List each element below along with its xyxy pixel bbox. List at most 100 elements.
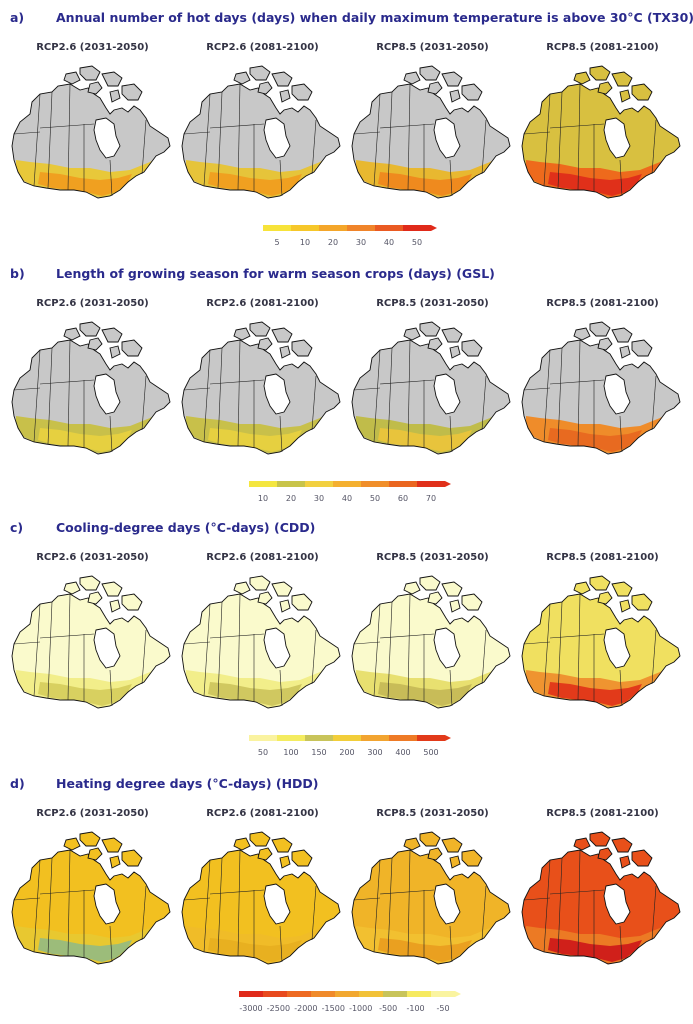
- legend-tick-label: 40: [383, 238, 395, 247]
- coastline: [11, 593, 171, 709]
- arctic-island: [279, 855, 291, 869]
- province-border: [109, 415, 113, 453]
- province-border: [619, 925, 623, 963]
- canada-map: [181, 575, 341, 709]
- province-border: [557, 601, 563, 699]
- province-border: [39, 123, 95, 129]
- legend-swatch: [249, 735, 277, 741]
- province-border: [353, 131, 381, 135]
- core-band: [208, 938, 302, 962]
- province-border: [217, 91, 223, 189]
- coastline: [11, 849, 171, 965]
- province-border: [13, 131, 41, 135]
- arctic-island: [63, 581, 81, 595]
- legend-tick-label: -2000: [294, 1004, 318, 1013]
- coastline: [181, 849, 341, 965]
- arctic-island: [87, 337, 103, 351]
- arctic-island: [233, 71, 251, 85]
- province-border: [449, 415, 453, 453]
- arctic-island: [79, 321, 101, 337]
- arctic-island: [271, 71, 293, 87]
- province-border: [523, 897, 551, 901]
- province-border: [141, 119, 147, 175]
- hudson-bay: [263, 373, 291, 415]
- map-scenario-label: RCP8.5 (2031-2050): [376, 42, 489, 53]
- province-border: [577, 83, 581, 191]
- legend-swatch: [375, 225, 403, 231]
- arctic-island: [619, 599, 631, 613]
- legend-swatch: [389, 735, 417, 741]
- province-border: [209, 123, 265, 129]
- legend-tick-label: 200: [339, 748, 355, 757]
- arctic-island: [271, 581, 293, 597]
- core-band: [548, 172, 642, 196]
- coastline: [521, 593, 681, 709]
- map-scenario-label: RCP8.5 (2081-2100): [546, 552, 659, 563]
- province-border: [549, 379, 605, 385]
- map-scenario-label: RCP8.5 (2081-2100): [546, 808, 659, 819]
- legend-tick-label: 150: [311, 748, 327, 757]
- province-border: [449, 159, 453, 197]
- legend-colorbar: 5 10 20 30 40 50: [263, 224, 441, 252]
- hudson-bay: [433, 883, 461, 925]
- canada-map: [11, 575, 171, 709]
- arctic-island: [291, 339, 313, 357]
- province-border: [373, 93, 381, 187]
- map-scenario-label: RCP2.6 (2031-2050): [36, 298, 149, 309]
- legend-swatch: [305, 481, 333, 487]
- province-border: [373, 859, 381, 953]
- province-border: [33, 349, 41, 443]
- province-border: [183, 641, 211, 645]
- province-border: [203, 93, 211, 187]
- province-border: [279, 159, 283, 197]
- province-border: [449, 669, 453, 707]
- arctic-island: [461, 339, 483, 357]
- arctic-island: [403, 581, 421, 595]
- arctic-island: [87, 81, 103, 95]
- legend-tick-label: 500: [423, 748, 439, 757]
- province-border: [279, 415, 283, 453]
- map-scenario-label: RCP2.6 (2081-2100): [206, 552, 319, 563]
- arctic-island: [441, 837, 463, 853]
- province-border: [203, 603, 211, 697]
- legend-swatch: [383, 991, 407, 997]
- legend-swatch: [287, 991, 311, 997]
- map-scenario-label: RCP2.6 (2031-2050): [36, 808, 149, 819]
- legend-swatch: [335, 991, 359, 997]
- arctic-island: [573, 837, 591, 851]
- arctic-island: [597, 81, 613, 95]
- legend-tick-label: 50: [257, 748, 269, 757]
- province-border: [353, 641, 381, 645]
- arctic-island: [109, 89, 121, 103]
- coastline: [351, 593, 511, 709]
- map-scenario-label: RCP2.6 (2081-2100): [206, 808, 319, 819]
- arctic-island: [611, 837, 633, 853]
- arctic-island: [101, 837, 123, 853]
- legend-swatch: [359, 991, 383, 997]
- arctic-island: [427, 591, 443, 605]
- hudson-bay: [433, 627, 461, 669]
- province-border: [39, 379, 95, 385]
- legend-tick-label: 20: [285, 494, 297, 503]
- hudson-bay: [93, 883, 121, 925]
- section-letter: c): [10, 520, 24, 535]
- arctic-island: [589, 831, 611, 847]
- core-band: [378, 172, 472, 196]
- arctic-island: [87, 591, 103, 605]
- province-border: [549, 633, 605, 639]
- arctic-island: [597, 847, 613, 861]
- legend-tick-label: -2500: [266, 1004, 291, 1013]
- coastline: [521, 339, 681, 455]
- arctic-island: [611, 71, 633, 87]
- legend-swatch: [305, 735, 333, 741]
- province-border: [407, 849, 411, 957]
- legend-tick-label: -1000: [349, 1004, 373, 1013]
- province-border: [549, 123, 605, 129]
- arctic-island: [631, 83, 653, 101]
- coastline: [181, 83, 341, 199]
- core-band: [548, 428, 642, 452]
- legend-tick-label: 30: [355, 238, 367, 247]
- arctic-island: [79, 575, 101, 591]
- arctic-island: [121, 339, 143, 357]
- core-band: [548, 682, 642, 706]
